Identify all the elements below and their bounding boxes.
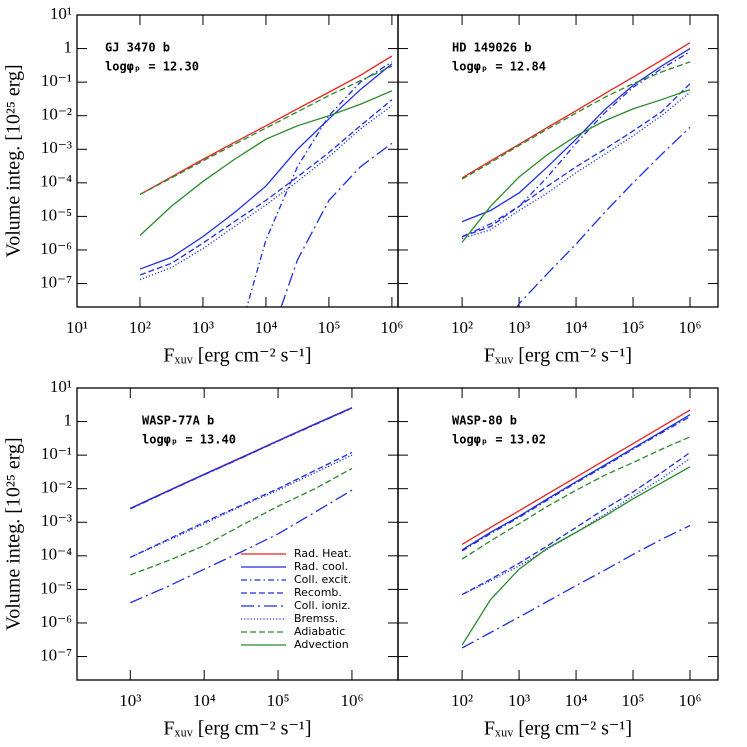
x-axis-label: Fₓᵤᵥ [erg cm⁻² s⁻¹]	[484, 718, 632, 740]
series-line	[461, 436, 691, 560]
x-tick-label: 10⁴	[193, 691, 216, 710]
series-line	[139, 63, 393, 270]
y-tick-label: 10¹	[50, 377, 72, 396]
x-tick-label: 10²	[129, 318, 151, 337]
y-tick-label: 1	[64, 37, 73, 56]
series-line	[516, 126, 691, 307]
panel-title: GJ 3470 b	[105, 41, 170, 55]
series-line	[461, 466, 691, 646]
y-tick-label: 10⁻⁶	[40, 612, 72, 631]
x-tick-label: 10²	[451, 691, 473, 710]
x-tick-label: 10⁶	[380, 318, 403, 337]
series-line	[461, 409, 691, 545]
series-line	[461, 524, 691, 649]
y-tick-label: 10⁻⁵	[40, 205, 72, 224]
plot-lines	[461, 42, 691, 307]
x-tick-label: 10⁵	[267, 691, 290, 710]
x-tick-label: 10²	[451, 318, 473, 337]
y-tick-label: 10⁻²	[41, 478, 72, 497]
x-tick-label: 10³	[192, 318, 214, 337]
panel-annotation: logφₚ = 13.40	[142, 433, 236, 447]
x-tick-label: 10⁵	[317, 318, 340, 337]
y-axis-label: Volume integ. [10²⁵ erg]	[3, 437, 25, 630]
x-tick-label: 10³	[119, 691, 141, 710]
x-tick-label: 10⁶	[679, 318, 702, 337]
x-tick-label: 10⁴	[254, 318, 277, 337]
plot-frame	[76, 387, 399, 681]
panel-title: WASP-80 b	[452, 414, 517, 428]
series-line	[139, 55, 393, 196]
series-line	[461, 88, 691, 243]
x-tick-label: 10⁵	[622, 691, 645, 710]
legend-label: Coll. ioniz.	[294, 599, 351, 612]
series-line	[461, 48, 691, 223]
panel: 10³ 10⁴ 10⁵ 10⁶ 10¹ 1 10⁻¹ 10⁻² 10⁻³ 10⁻⁴ 10⁻⁵ 10⁻⁶…	[3, 377, 399, 740]
y-tick-label: 10⁻⁴	[40, 172, 72, 191]
series-line	[130, 454, 353, 558]
y-tick-label: 10⁻³	[41, 511, 72, 530]
x-axis-label: Fₓᵤᵥ [erg cm⁻² s⁻¹]	[163, 718, 311, 740]
plot-lines	[130, 407, 353, 604]
y-tick-label: 10⁻³	[41, 138, 72, 157]
y-tick-label: 10⁻⁴	[40, 545, 72, 564]
x-tick-label: 10¹	[66, 318, 88, 337]
series-line	[130, 407, 353, 510]
panel-annotation: logφₚ = 12.84	[452, 60, 546, 74]
series-line	[139, 99, 393, 276]
x-tick-label: 10⁶	[340, 691, 363, 710]
y-tick-label: 10⁻⁷	[40, 272, 72, 291]
series-line	[461, 457, 691, 596]
series-line	[461, 83, 691, 238]
series-line	[139, 65, 393, 196]
panel-title: HD 149026 b	[452, 41, 531, 55]
panel-annotation: logφₚ = 12.30	[105, 60, 199, 74]
panel-annotation: logφₚ = 13.02	[452, 433, 546, 447]
y-tick-label: 10⁻⁵	[40, 578, 72, 597]
legend-label: Rad. cool.	[294, 560, 348, 573]
series-line	[280, 142, 393, 307]
plot-frame	[397, 387, 719, 681]
legend-label: Coll. excit.	[294, 573, 351, 586]
y-tick-label: 10⁻²	[41, 105, 72, 124]
legend-label: Advection	[294, 638, 349, 651]
legend-label: Rad. Heat.	[294, 547, 352, 560]
series-line	[461, 416, 691, 552]
x-tick-label: 10⁶	[679, 691, 702, 710]
series-line	[461, 61, 691, 180]
y-tick-label: 10⁻⁷	[40, 645, 72, 664]
y-tick-label: 10⁻⁶	[40, 239, 72, 258]
x-tick-label: 10⁴	[565, 691, 588, 710]
x-tick-label: 10⁵	[622, 318, 645, 337]
y-axis-label: Volume integ. [10²⁵ erg]	[3, 64, 25, 257]
plot-lines	[139, 55, 393, 307]
series-line	[130, 451, 353, 558]
series-line	[139, 90, 393, 236]
series-line	[130, 489, 353, 604]
legend-label: Recomb.	[294, 586, 342, 599]
panel-title: WASP-77A b	[142, 414, 214, 428]
y-tick-label: 10⁻¹	[41, 71, 72, 90]
panel: 10¹ 10² 10³ 10⁴ 10⁵ 10⁶ 10¹ 1 10⁻¹ 10⁻² 10⁻³ 10⁻⁴ 10…	[3, 4, 404, 367]
panel: 10² 10³ 10⁴ 10⁵ 10⁶ HD 149026 b logφₚ = 12.84 F…	[397, 14, 719, 367]
series-line	[461, 42, 691, 179]
panel: 10² 10³ 10⁴ 10⁵ 10⁶ WASP-80 b logφₚ = 13.02 Fₓᵤ…	[397, 387, 719, 740]
x-tick-label: 10⁴	[565, 318, 588, 337]
x-axis-label: Fₓᵤᵥ [erg cm⁻² s⁻¹]	[484, 345, 632, 367]
y-tick-label: 1	[64, 410, 73, 429]
series-line	[461, 414, 691, 551]
x-tick-label: 10³	[508, 691, 530, 710]
y-tick-label: 10¹	[50, 4, 72, 23]
x-tick-label: 10³	[508, 318, 530, 337]
legend-label: Bremss.	[294, 612, 338, 625]
series-line	[461, 51, 691, 238]
x-axis-label: Fₓᵤᵥ [erg cm⁻² s⁻¹]	[163, 345, 311, 367]
series-line	[461, 91, 691, 240]
y-tick-label: 10⁻¹	[41, 444, 72, 463]
legend-label: Adiabatic	[294, 625, 345, 638]
series-line	[130, 467, 353, 576]
plot-lines	[461, 409, 691, 649]
plot-frame	[397, 14, 719, 308]
